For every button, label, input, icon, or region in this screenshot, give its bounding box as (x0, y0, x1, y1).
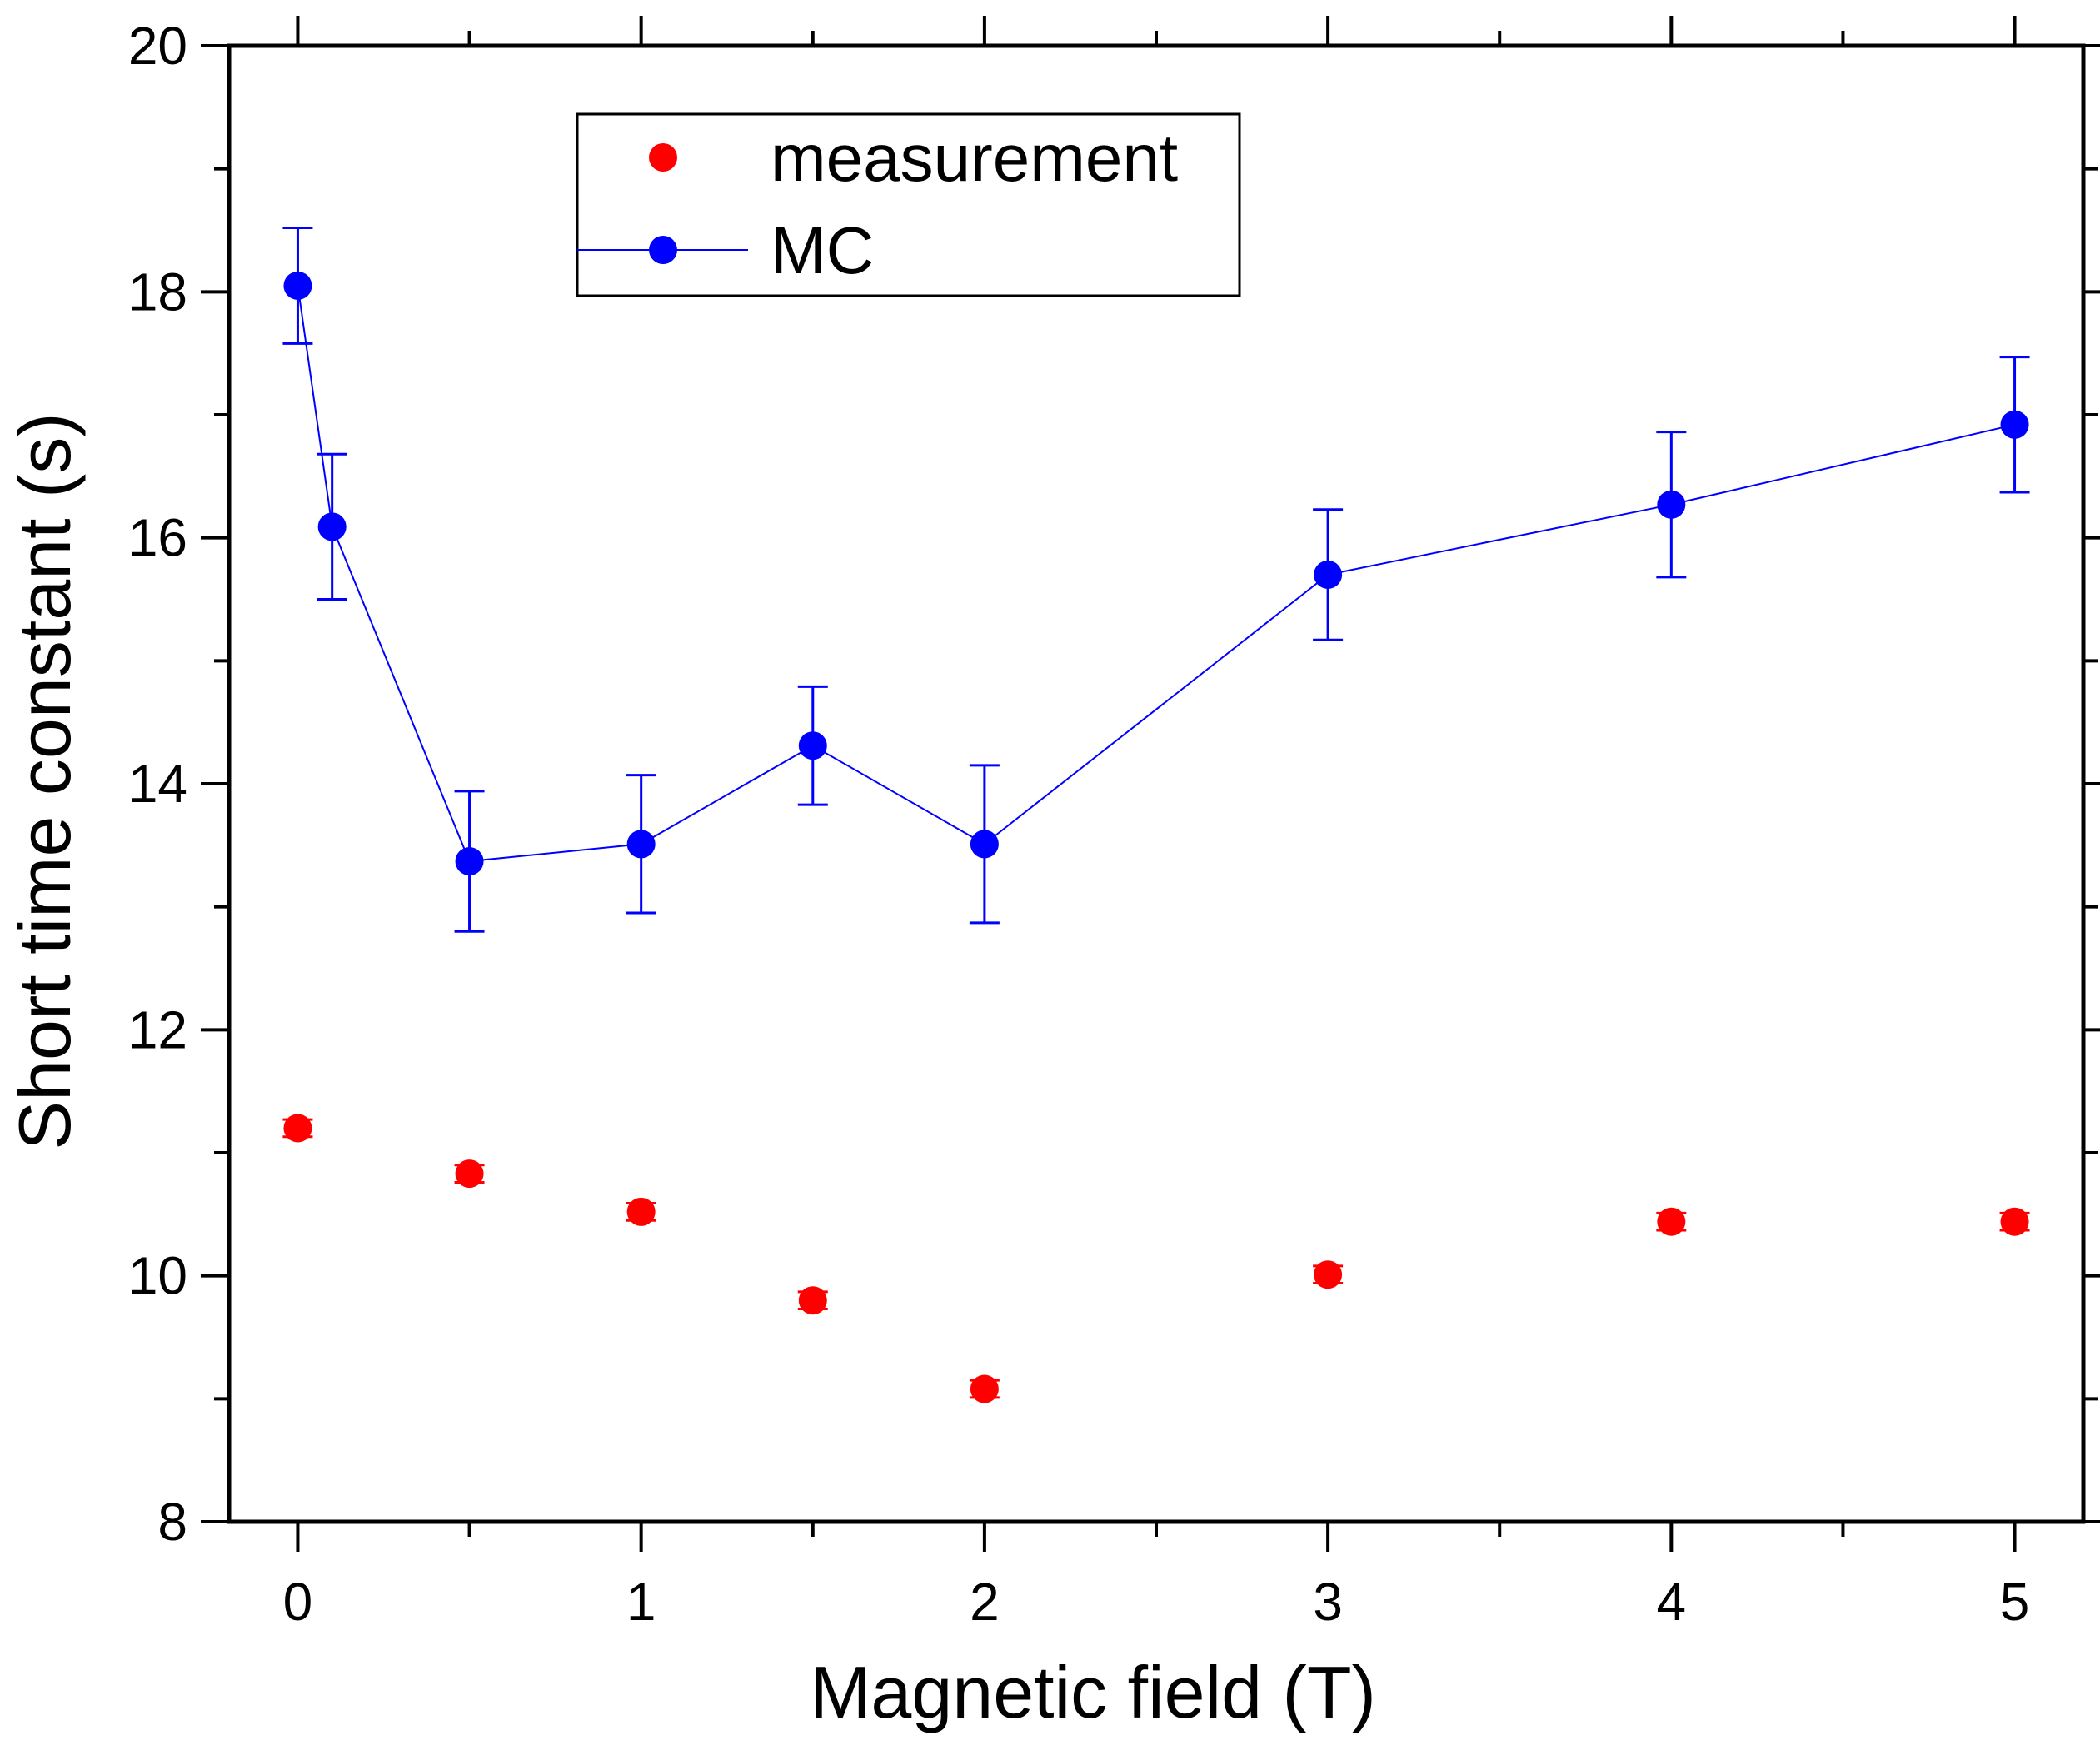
measurement-point (455, 1159, 484, 1189)
mc-point (1314, 560, 1343, 589)
y-tick-label: 20 (128, 16, 187, 76)
mc-point (798, 731, 827, 760)
measurement-point (1657, 1207, 1686, 1236)
x-tick-label: 4 (1657, 1572, 1687, 1632)
x-tick-label: 2 (970, 1572, 1000, 1632)
mc-point (1657, 490, 1686, 519)
measurement-point (626, 1197, 656, 1226)
legend: measurement MC (576, 112, 1241, 297)
y-tick-label: 12 (128, 1000, 187, 1059)
mc-point (626, 830, 656, 859)
measurement-point (1314, 1260, 1343, 1289)
measurement-point (2000, 1207, 2029, 1236)
x-tick-label: 1 (626, 1572, 656, 1632)
y-tick-label: 18 (128, 262, 187, 322)
x-tick-label: 5 (2000, 1572, 2030, 1632)
legend-measurement-label: measurement (771, 121, 1178, 195)
x-tick-label: 3 (1313, 1572, 1343, 1632)
mc-point (2000, 410, 2029, 439)
y-tick-label: 10 (128, 1246, 187, 1306)
marker-layer (283, 271, 2029, 1403)
legend-mc-marker (649, 236, 677, 264)
legend-mc-label: MC (771, 213, 874, 287)
mc-point (283, 271, 312, 300)
mc-point (970, 830, 999, 859)
y-axis-label: Short time constant (s) (3, 412, 86, 1149)
mc-point (317, 512, 347, 541)
y-tick-label: 8 (157, 1492, 187, 1552)
mc-point (455, 847, 484, 876)
measurement-point (283, 1114, 312, 1143)
y-tick-label: 14 (128, 754, 187, 814)
measurement-point (798, 1286, 827, 1315)
measurement-point (970, 1374, 999, 1403)
x-axis-label: Magnetic field (T) (810, 1651, 1376, 1733)
x-tick-label: 0 (283, 1572, 313, 1632)
y-tick-label: 16 (128, 508, 187, 568)
legend-box (576, 112, 1241, 297)
legend-measurement-marker (649, 143, 677, 172)
tick-layer (201, 16, 2100, 1552)
